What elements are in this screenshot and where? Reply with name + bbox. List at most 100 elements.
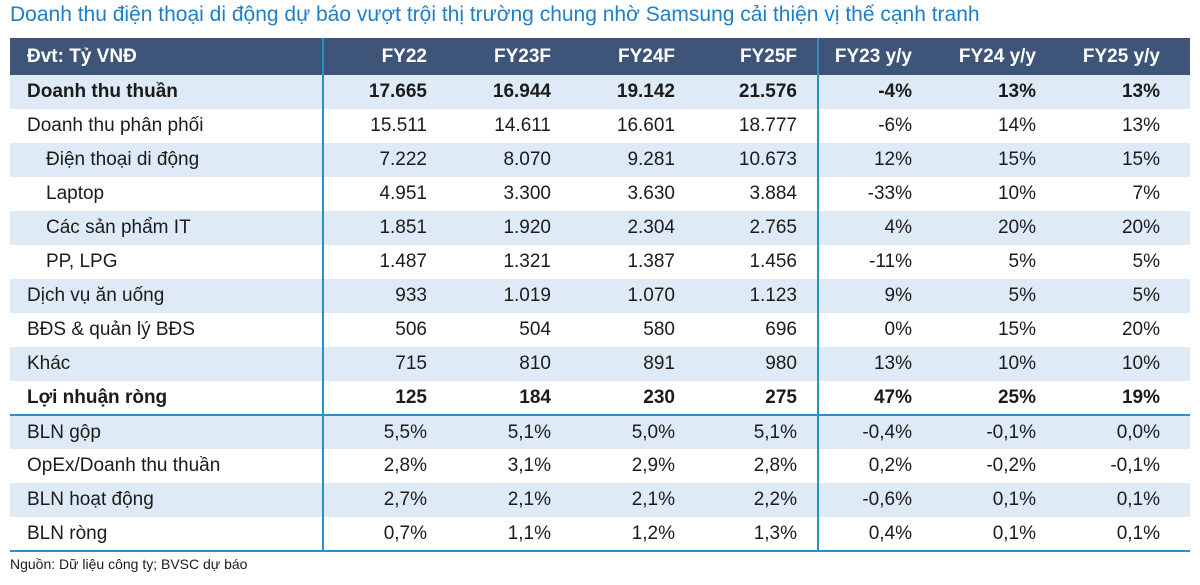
table-row: BLN hoạt động 2,7% 2,1% 2,1% 2,2% -0,6% 0,1% 0,… xyxy=(10,483,1190,517)
growth-cell: 0,1% xyxy=(992,489,1036,510)
value-cell: 17.665 xyxy=(368,81,427,102)
value-cell: 715 xyxy=(395,353,427,374)
column-header-fy23yy: FY23 y/y xyxy=(818,38,942,75)
value-cell: 125 xyxy=(323,381,447,416)
row-label: Dịch vụ ăn uống xyxy=(10,279,324,313)
growth-cell: -33% xyxy=(867,183,912,204)
growth-cell: 13% xyxy=(997,81,1036,102)
table-row: Dịch vụ ăn uống 933 1.019 1.070 1.123 9% 5% 5% xyxy=(10,279,1190,313)
table-row: BĐS & quản lý BĐS 506 504 580 696 0% 15% 20% xyxy=(10,313,1190,347)
value-cell: 184 xyxy=(447,381,571,416)
value-cell: 2,8% xyxy=(383,455,427,476)
financial-forecast-table: Đvt: Tỷ VNĐ FY22 FY23F FY24F FY25F FY23 … xyxy=(10,38,1190,552)
growth-cell: 10% xyxy=(997,353,1036,374)
growth-cell: 5% xyxy=(1008,285,1036,306)
growth-cell: 12% xyxy=(873,149,912,170)
row-label: Laptop xyxy=(10,177,324,211)
value-cell: 2,1% xyxy=(631,489,675,510)
growth-cell: 9% xyxy=(884,285,912,306)
growth-cell: 5% xyxy=(1132,251,1160,272)
growth-cell: 5% xyxy=(1008,251,1036,272)
value-cell: 1.019 xyxy=(503,285,551,306)
value-cell: 2,2% xyxy=(695,483,819,517)
table-row: BLN ròng 0,7% 1,1% 1,2% 1,3% 0,4% 0,1% 0,1% xyxy=(10,517,1190,552)
value-cell: 2,1% xyxy=(507,489,551,510)
table-row: Các sản phẩm IT 1.851 1.920 2.304 2.765 4% 20%… xyxy=(10,211,1190,245)
value-cell: 10.673 xyxy=(695,143,819,177)
value-cell: 3.630 xyxy=(627,183,675,204)
row-label: BLN gộp xyxy=(10,415,324,449)
growth-cell: -0,6% xyxy=(862,489,912,510)
growth-cell: 0,0% xyxy=(1116,421,1160,443)
value-cell: 580 xyxy=(643,319,675,340)
column-header-fy24yy: FY24 y/y xyxy=(942,38,1066,75)
table-body: Doanh thu thuần 17.665 16.944 19.142 21.576 -… xyxy=(10,75,1190,552)
table-row: Doanh thu thuần 17.665 16.944 19.142 21.576 -… xyxy=(10,75,1190,109)
growth-cell: 0,4% xyxy=(818,517,942,552)
value-cell: 3.884 xyxy=(695,177,819,211)
growth-cell: 7% xyxy=(1132,183,1160,204)
row-label: BLN hoạt động xyxy=(10,483,324,517)
value-cell: 19.142 xyxy=(616,81,675,102)
table-row: PP, LPG 1.487 1.321 1.387 1.456 -11% 5% 5% xyxy=(10,245,1190,279)
value-cell: 1.920 xyxy=(503,217,551,238)
table-row: BLN gộp 5,5% 5,1% 5,0% 5,1% -0,4% -0,1% 0,0% xyxy=(10,415,1190,449)
row-label: BLN ròng xyxy=(10,517,324,552)
value-cell: 1.487 xyxy=(379,251,427,272)
value-cell: 21.576 xyxy=(695,75,819,109)
value-cell: 5,1% xyxy=(507,421,551,443)
value-cell: 14.611 xyxy=(494,115,551,136)
row-label: PP, LPG xyxy=(10,245,324,279)
table-row: Laptop 4.951 3.300 3.630 3.884 -33% 10% 7% xyxy=(10,177,1190,211)
value-cell: 2,8% xyxy=(695,449,819,483)
growth-cell: -0,1% xyxy=(986,421,1036,443)
value-cell: 2,7% xyxy=(383,489,427,510)
growth-cell: 0,2% xyxy=(868,455,912,476)
row-label: Điện thoại di động xyxy=(10,143,324,177)
row-label: Doanh thu phân phối xyxy=(10,109,324,143)
value-cell: 18.777 xyxy=(695,109,819,143)
row-label: OpEx/Doanh thu thuần xyxy=(10,449,324,483)
table-row: Lợi nhuận ròng 125 184 230 275 47% 25% 19% xyxy=(10,381,1190,416)
value-cell: 933 xyxy=(395,285,427,306)
growth-cell: 15% xyxy=(997,149,1036,170)
value-cell: 5,1% xyxy=(695,415,819,449)
value-cell: 810 xyxy=(519,353,551,374)
growth-cell: -4% xyxy=(878,81,912,102)
growth-cell: -0,2% xyxy=(986,455,1036,476)
value-cell: 1.070 xyxy=(627,285,675,306)
growth-cell: 4% xyxy=(884,217,912,238)
value-cell: 3,1% xyxy=(507,455,551,476)
value-cell: 8.070 xyxy=(503,149,551,170)
page-title: Doanh thu điện thoại di động dự báo vượt… xyxy=(10,3,980,26)
growth-cell: 13% xyxy=(873,353,912,374)
value-cell: 504 xyxy=(519,319,551,340)
growth-cell: 0,1% xyxy=(942,517,1066,552)
value-cell: 230 xyxy=(571,381,695,416)
column-header-fy23f: FY23F xyxy=(447,38,571,75)
column-header-fy25yy: FY25 y/y xyxy=(1066,38,1190,75)
value-cell: 1.387 xyxy=(627,251,675,272)
growth-cell: -0,4% xyxy=(862,421,912,443)
growth-cell: -11% xyxy=(869,251,912,272)
row-label: Các sản phẩm IT xyxy=(10,211,324,245)
value-cell: 0,7% xyxy=(323,517,447,552)
value-cell: 275 xyxy=(695,381,819,416)
value-cell: 4.951 xyxy=(379,183,427,204)
value-cell: 1,1% xyxy=(447,517,571,552)
value-cell: 2,9% xyxy=(631,455,675,476)
growth-cell: 20% xyxy=(997,217,1036,238)
value-cell: 1.851 xyxy=(379,217,427,238)
growth-cell: 20% xyxy=(1121,217,1160,238)
value-cell: 15.511 xyxy=(370,115,427,136)
row-label: BĐS & quản lý BĐS xyxy=(10,313,324,347)
column-header-fy24f: FY24F xyxy=(571,38,695,75)
value-cell: 980 xyxy=(695,347,819,381)
unit-label: Đvt: Tỷ VNĐ xyxy=(10,38,324,75)
value-cell: 5,5% xyxy=(383,421,427,443)
table-row: Doanh thu phân phối 15.511 14.611 16.601 18.… xyxy=(10,109,1190,143)
table-row: OpEx/Doanh thu thuần 2,8% 3,1% 2,9% 2,8% 0,2%… xyxy=(10,449,1190,483)
value-cell: 9.281 xyxy=(627,149,675,170)
value-cell: 5,0% xyxy=(631,421,675,443)
